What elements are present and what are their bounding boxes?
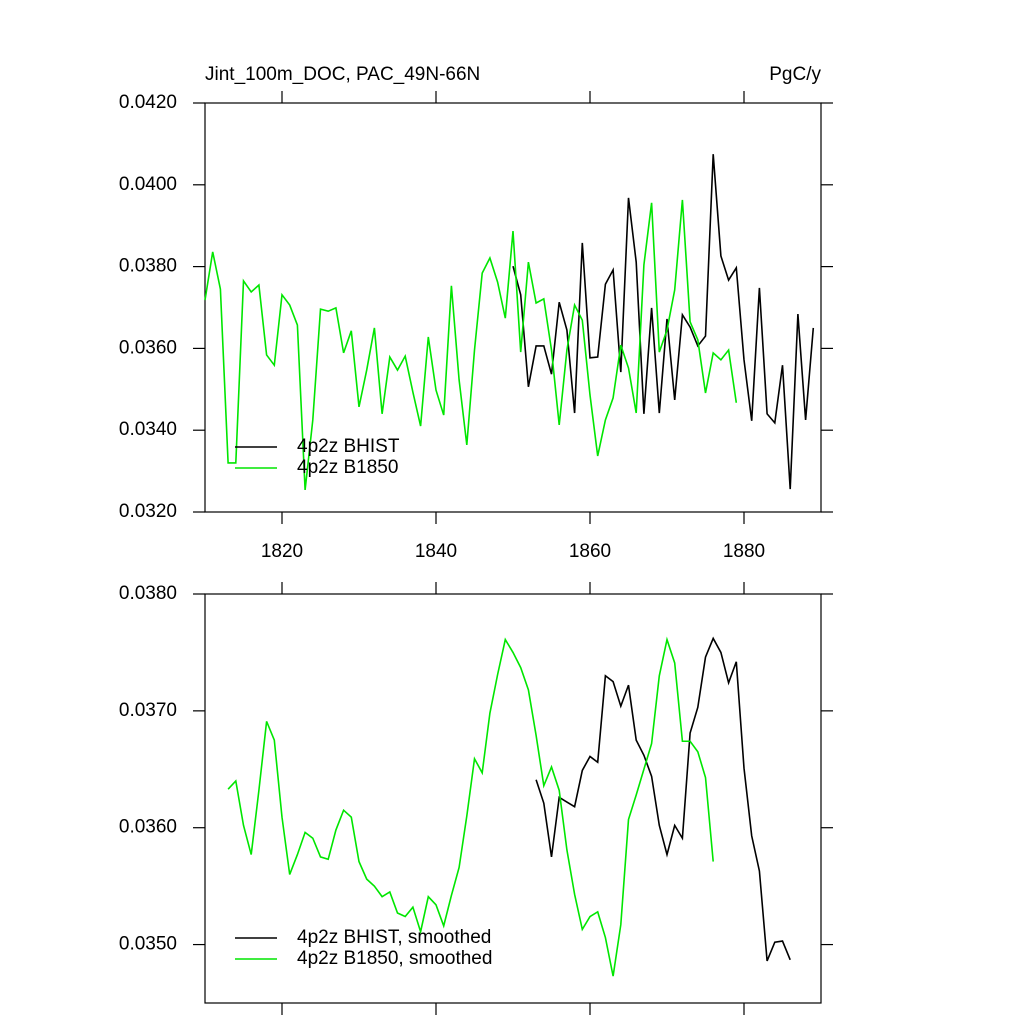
y-tick-label: 0.0380 bbox=[119, 583, 177, 604]
data-line bbox=[512, 154, 815, 490]
legend-label: 4p2z BHIST, smoothed bbox=[297, 927, 491, 948]
x-tick-label: 1820 bbox=[261, 541, 303, 562]
legend-label: 4p2z B1850 bbox=[297, 457, 398, 478]
chart-title: Jint_100m_DOC, PAC_49N-66N bbox=[205, 64, 480, 85]
x-tick-label: 1860 bbox=[569, 541, 611, 562]
x-tick-label: 1840 bbox=[415, 541, 457, 562]
y-tick-label: 0.0360 bbox=[119, 337, 177, 358]
y-tick-label: 0.0360 bbox=[119, 817, 177, 838]
y-tick-label: 0.0370 bbox=[119, 700, 177, 721]
units-label: PgC/y bbox=[769, 64, 821, 85]
y-tick-label: 0.0380 bbox=[119, 256, 177, 277]
data-line bbox=[227, 636, 714, 977]
x-tick-label: 1880 bbox=[723, 541, 765, 562]
legend-label: 4p2z B1850, smoothed bbox=[297, 948, 492, 969]
data-line bbox=[535, 636, 791, 962]
plot-frame bbox=[204, 593, 822, 1004]
data-line bbox=[204, 199, 738, 490]
y-tick-label: 0.0400 bbox=[119, 174, 177, 195]
legend-label: 4p2z BHIST bbox=[297, 436, 400, 457]
plot-frame bbox=[204, 102, 822, 513]
y-tick-label: 0.0350 bbox=[119, 934, 177, 955]
y-tick-label: 0.0340 bbox=[119, 419, 177, 440]
y-tick-label: 0.0420 bbox=[119, 92, 177, 113]
y-tick-label: 0.0320 bbox=[119, 501, 177, 522]
